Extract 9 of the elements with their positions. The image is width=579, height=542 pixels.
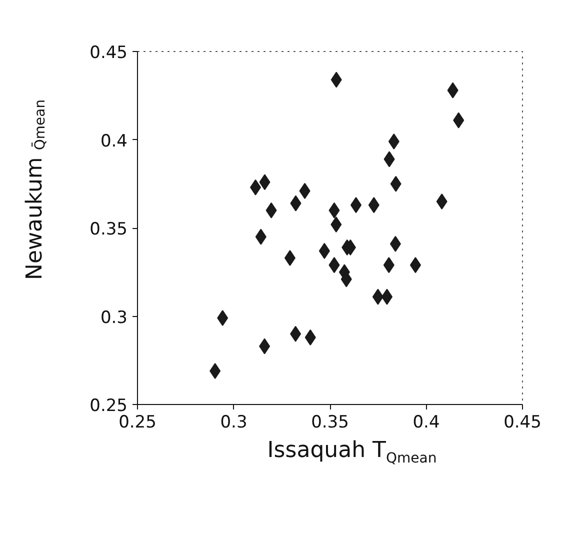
x-tick-label: 0.45 xyxy=(504,412,542,432)
y-tick-label: 0.4 xyxy=(100,131,128,152)
y-tick-label: 0.3 xyxy=(100,308,128,328)
x-tick-label: 0.35 xyxy=(311,412,349,432)
x-axis-title: Issaquah T$_{Qmean}$ xyxy=(267,437,437,468)
x-tick-label: 0.3 xyxy=(220,412,248,432)
y-tick-label: 0.45 xyxy=(90,43,128,63)
y-tick-label: 0.35 xyxy=(90,220,128,240)
x-tick-label: 0.4 xyxy=(412,412,440,432)
